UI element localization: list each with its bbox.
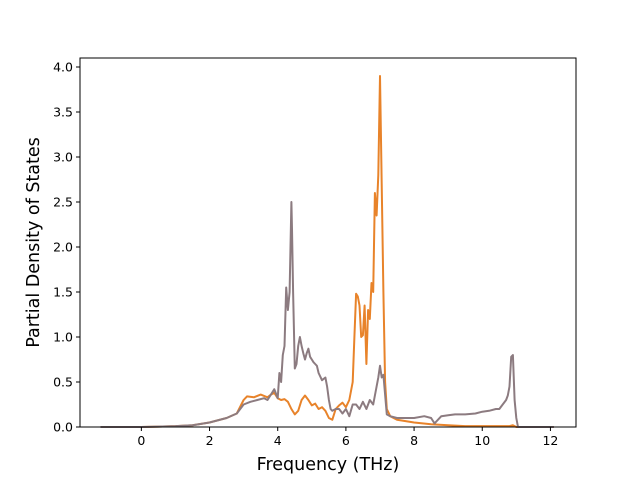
x-tick-label: 0 — [137, 433, 145, 448]
series-layer — [100, 75, 554, 428]
y-tick-label: 3.0 — [53, 150, 73, 165]
y-tick-label: 3.5 — [53, 105, 73, 120]
x-tick-label: 12 — [542, 433, 558, 448]
y-tick-label: 0.0 — [53, 420, 73, 435]
x-tick-label: 8 — [410, 433, 418, 448]
y-tick-label: 1.5 — [53, 285, 73, 300]
y-tick-label: 4.0 — [53, 60, 73, 75]
x-axis-ticks: 0 2 4 6 8 10 12 — [137, 427, 558, 448]
y-axis-label: Partial Density of States — [24, 137, 44, 348]
x-tick-label: 4 — [274, 433, 282, 448]
x-tick-label: 2 — [206, 433, 214, 448]
x-tick-label: 6 — [342, 433, 350, 448]
plot-frame — [79, 57, 577, 428]
y-tick-label: 2.5 — [53, 195, 73, 210]
series-line-2 — [100, 201, 554, 428]
y-tick-label: 0.5 — [53, 375, 73, 390]
x-tick-label: 10 — [474, 433, 490, 448]
y-axis-ticks: 0.0 0.5 1.0 1.5 2.0 2.5 3.0 3.5 4.0 — [53, 60, 80, 435]
x-axis-label: Frequency (THz) — [257, 455, 400, 475]
y-tick-label: 2.0 — [53, 240, 73, 255]
y-tick-label: 1.0 — [53, 330, 73, 345]
